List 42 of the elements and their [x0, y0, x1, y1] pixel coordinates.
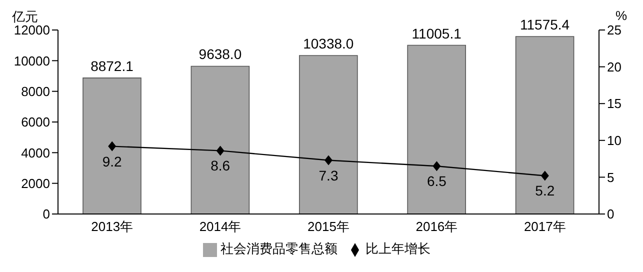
y2-tick-label: 5 [607, 170, 614, 185]
y-axis-title: 亿元 [12, 8, 38, 25]
y2-tick-label: 25 [607, 22, 622, 38]
y2-tick-label: 15 [607, 96, 622, 112]
y2-axis-title: % [615, 8, 627, 23]
y2-tick-label: 10 [607, 133, 622, 148]
data-label: 8.6 [210, 158, 230, 174]
data-label: 9.2 [102, 153, 122, 170]
bar [515, 36, 574, 214]
legend-label: 比上年增长 [366, 241, 430, 256]
y-tick-label: 0 [42, 206, 50, 222]
data-label: 11575.4 [520, 16, 570, 33]
data-label: 10338.0 [303, 35, 354, 52]
y-tick-label: 2000 [21, 176, 50, 191]
point [540, 170, 549, 181]
data-label: 11005.1 [412, 25, 462, 42]
data-label: 5.2 [535, 182, 555, 199]
y-tick-label: 4000 [21, 145, 50, 160]
data-label: 8872.1 [90, 58, 134, 74]
point [432, 161, 441, 172]
y-tick-label: 6000 [21, 114, 50, 130]
x-tick-label: 2015年 [308, 219, 350, 234]
data-label: 6.5 [426, 173, 447, 190]
legend-label: 社会消费品零售总额 [220, 241, 338, 256]
x-tick-label: 2017年 [524, 219, 566, 234]
point [324, 155, 332, 166]
y-tick-label: 12000 [14, 22, 50, 38]
y2-tick-label: 20 [607, 59, 622, 74]
point [216, 146, 224, 156]
bar [407, 44, 466, 214]
bar [190, 66, 250, 214]
y-tick-label: 8000 [21, 84, 50, 99]
point [108, 141, 116, 152]
y-tick-label: 10000 [14, 53, 50, 68]
x-tick-label: 2014年 [199, 219, 242, 234]
data-label: 7.3 [318, 167, 338, 184]
bar [299, 55, 358, 214]
y2-tick-label: 0 [607, 206, 614, 222]
x-tick-label: 2016年 [416, 219, 458, 234]
x-tick-label: 2013年 [91, 219, 134, 234]
data-label: 9638.0 [198, 46, 242, 62]
bar [82, 78, 142, 214]
